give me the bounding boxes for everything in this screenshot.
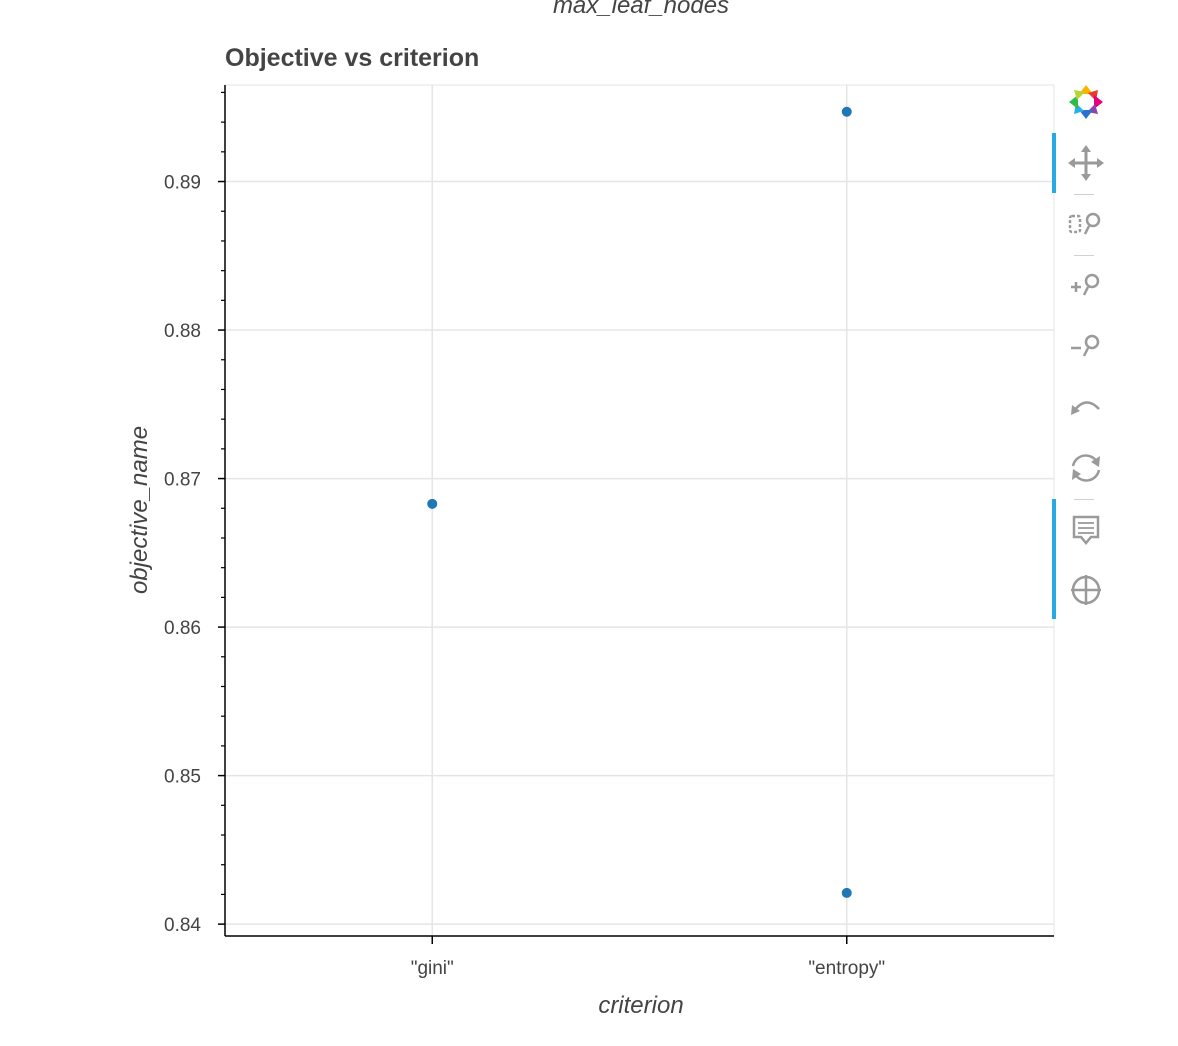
crosshair-icon[interactable] <box>1064 568 1108 612</box>
y-tick-label: 0.85 <box>164 767 201 788</box>
undo-icon[interactable] <box>1064 385 1108 429</box>
pan-icon[interactable] <box>1064 141 1108 185</box>
y-axis: 0.84 0.85 0.86 0.87 0.88 0.89 <box>164 85 226 936</box>
plot-frame <box>224 84 1055 937</box>
box-zoom-icon[interactable] <box>1064 202 1108 246</box>
y-tick-label: 0.88 <box>164 321 201 342</box>
zoom-out-icon[interactable] <box>1064 324 1108 368</box>
hover-icon[interactable] <box>1064 507 1108 551</box>
bokeh-logo-icon[interactable] <box>1064 80 1108 124</box>
pan-active-indicator <box>1052 133 1056 193</box>
y-axis-label: objective_name <box>126 426 153 594</box>
zoom-in-icon[interactable] <box>1064 263 1108 307</box>
x-axis: "gini" "entropy" <box>225 935 1054 979</box>
x-tick-label: "gini" <box>411 958 454 979</box>
chart-title: Objective vs criterion <box>225 44 479 72</box>
scatter-point[interactable] <box>427 498 438 509</box>
y-tick-label: 0.84 <box>164 915 201 936</box>
gridlines <box>225 85 1054 936</box>
reset-icon[interactable] <box>1064 446 1108 490</box>
inspect-active-indicator <box>1052 499 1056 619</box>
cut-title: max_leaf_nodes <box>553 0 729 19</box>
x-axis-label: criterion <box>598 992 683 1019</box>
y-tick-label: 0.89 <box>164 173 201 194</box>
x-tick-label: "entropy" <box>808 958 885 979</box>
y-tick-label: 0.87 <box>164 470 201 491</box>
scatter-point[interactable] <box>841 887 852 898</box>
scatter-point[interactable] <box>841 106 852 117</box>
data-points[interactable] <box>427 106 852 898</box>
y-tick-label: 0.86 <box>164 618 201 639</box>
chart-toolbar <box>1052 80 1118 640</box>
